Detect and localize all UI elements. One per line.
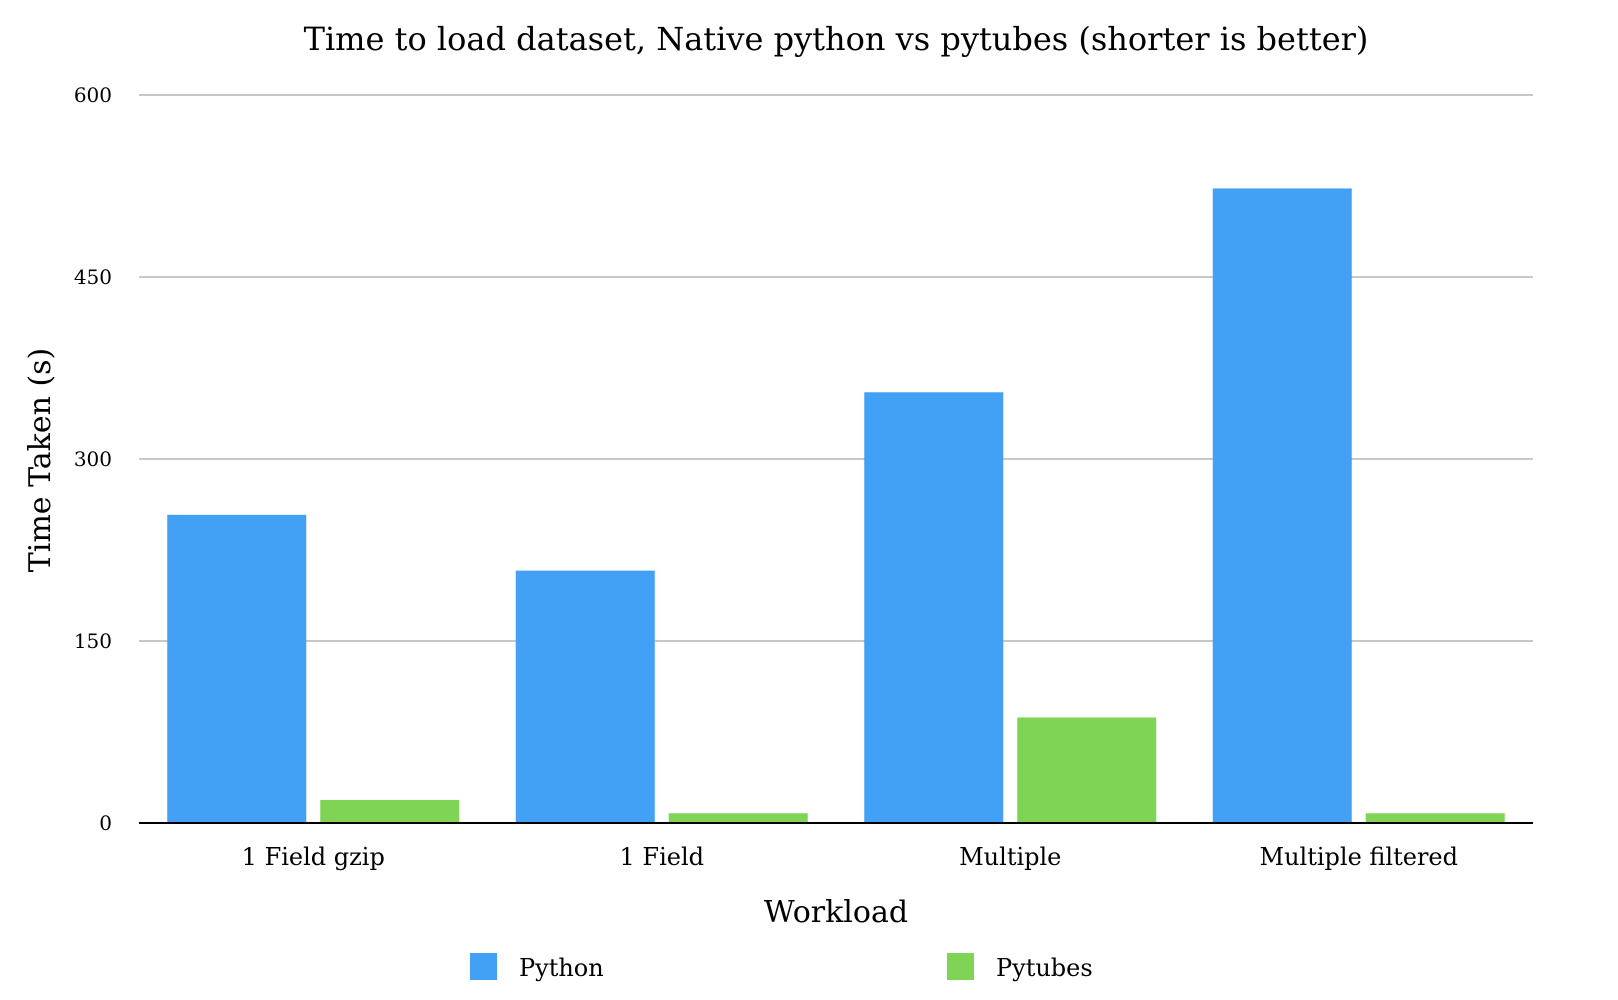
- chart-title: Time to load dataset, Native python vs p…: [304, 20, 1369, 58]
- bar-python-2: [864, 392, 1004, 823]
- x-category-label: 1 Field: [620, 843, 704, 871]
- x-category-label: 1 Field gzip: [242, 843, 385, 871]
- legend-swatch-python: [470, 953, 497, 980]
- legend-swatch-pytubes: [947, 953, 974, 980]
- y-tick-labels: 0 150 300 450 600: [74, 83, 112, 835]
- bar-python-3: [1212, 188, 1352, 824]
- legend-label-pytubes: Pytubes: [996, 954, 1093, 982]
- x-category-label: Multiple filtered: [1260, 843, 1458, 871]
- bar-python-0: [167, 514, 307, 823]
- bar-pytubes-1: [668, 813, 808, 823]
- x-axis-title: Workload: [764, 895, 908, 930]
- bars: [167, 188, 1505, 824]
- x-category-label: Multiple: [959, 843, 1061, 871]
- y-tick-label: 600: [74, 83, 112, 107]
- legend-label-python: Python: [519, 954, 604, 982]
- legend: Python Pytubes: [470, 953, 1093, 982]
- y-tick-label: 300: [74, 447, 112, 471]
- y-tick-label: 0: [99, 811, 112, 835]
- y-axis-title: Time Taken (s): [23, 348, 58, 573]
- y-tick-label: 150: [74, 629, 112, 653]
- y-tick-label: 450: [74, 265, 112, 289]
- bar-python-1: [515, 570, 655, 823]
- bar-pytubes-0: [320, 799, 460, 823]
- bar-pytubes-2: [1017, 717, 1157, 823]
- bar-pytubes-3: [1365, 813, 1505, 823]
- x-category-labels: 1 Field gzip 1 Field Multiple Multiple filt…: [242, 843, 1458, 871]
